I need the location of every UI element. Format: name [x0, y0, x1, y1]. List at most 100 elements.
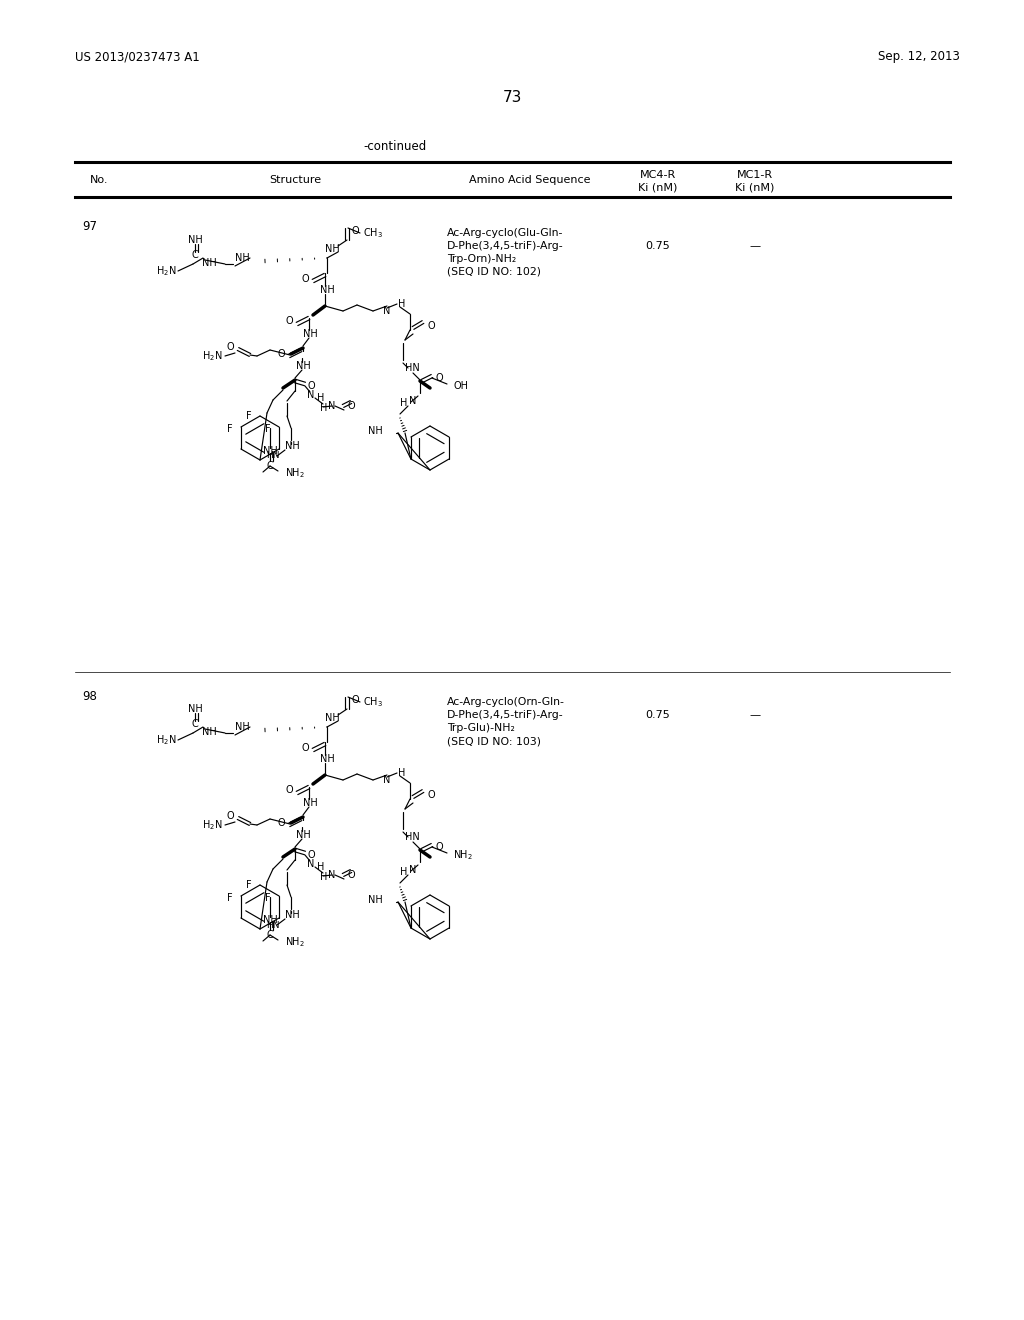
Text: C: C [266, 931, 273, 940]
Text: C: C [191, 719, 199, 729]
Text: NH: NH [369, 895, 383, 906]
Text: Ac-Arg-cyclo(Glu-Gln-: Ac-Arg-cyclo(Glu-Gln- [447, 228, 563, 238]
Text: N: N [383, 306, 391, 315]
Text: O: O [347, 870, 354, 880]
Text: Ki (nM): Ki (nM) [735, 182, 775, 191]
Text: NH: NH [236, 253, 250, 263]
Text: NH: NH [236, 722, 250, 733]
Text: O: O [286, 785, 293, 795]
Text: N: N [329, 401, 336, 411]
Text: HN: HN [406, 363, 420, 374]
Text: H: H [319, 873, 327, 882]
Text: NH: NH [262, 915, 278, 925]
Text: Trp-Glu)-NH₂: Trp-Glu)-NH₂ [447, 723, 515, 733]
Text: CH$_3$: CH$_3$ [362, 696, 383, 709]
Text: O: O [278, 818, 285, 828]
Text: H$_2$N: H$_2$N [202, 348, 222, 363]
Text: F: F [247, 880, 252, 890]
Text: NH: NH [303, 799, 317, 808]
Text: NH: NH [187, 235, 203, 246]
Text: NH$_2$: NH$_2$ [285, 935, 305, 949]
Text: 97: 97 [82, 220, 97, 234]
Text: 0.75: 0.75 [645, 242, 671, 251]
Text: MC4-R: MC4-R [640, 170, 676, 180]
Text: O: O [301, 743, 309, 752]
Text: N: N [329, 870, 336, 880]
Text: H$_2$N: H$_2$N [156, 264, 176, 279]
Text: HN: HN [406, 832, 420, 842]
Text: 98: 98 [82, 690, 97, 704]
Text: NH: NH [285, 441, 299, 451]
Text: F: F [227, 424, 232, 434]
Text: (SEQ ID NO: 102): (SEQ ID NO: 102) [447, 267, 541, 277]
Text: HN: HN [266, 920, 280, 929]
Text: O: O [307, 381, 314, 391]
Text: CH$_3$: CH$_3$ [362, 226, 383, 240]
Text: H: H [399, 399, 407, 408]
Text: F: F [227, 894, 232, 903]
Text: Amino Acid Sequence: Amino Acid Sequence [469, 176, 591, 185]
Text: N: N [383, 775, 391, 785]
Text: O: O [351, 696, 358, 705]
Text: D-Phe(3,4,5-triF)-Arg-: D-Phe(3,4,5-triF)-Arg- [447, 242, 563, 251]
Text: NH: NH [303, 329, 317, 339]
Text: D-Phe(3,4,5-triF)-Arg-: D-Phe(3,4,5-triF)-Arg- [447, 710, 563, 719]
Text: F: F [247, 411, 252, 421]
Text: -continued: -continued [364, 140, 427, 153]
Text: N: N [410, 396, 417, 407]
Text: NH$_2$: NH$_2$ [453, 849, 473, 862]
Text: Sep. 12, 2013: Sep. 12, 2013 [879, 50, 961, 63]
Text: O: O [301, 275, 309, 284]
Text: —: — [750, 242, 761, 251]
Text: N: N [410, 865, 417, 875]
Text: 0.75: 0.75 [645, 710, 671, 719]
Text: Structure: Structure [269, 176, 322, 185]
Text: OH: OH [453, 381, 468, 391]
Text: NH: NH [296, 830, 310, 840]
Text: No.: No. [90, 176, 109, 185]
Text: NH$_2$: NH$_2$ [285, 466, 305, 480]
Text: F: F [265, 894, 271, 903]
Text: N: N [307, 389, 314, 400]
Text: O: O [435, 842, 442, 851]
Text: (SEQ ID NO: 103): (SEQ ID NO: 103) [447, 737, 541, 746]
Text: NH: NH [325, 244, 339, 253]
Text: US 2013/0237473 A1: US 2013/0237473 A1 [75, 50, 200, 63]
Text: H: H [398, 768, 406, 777]
Text: C: C [266, 461, 273, 471]
Text: O: O [435, 374, 442, 383]
Text: H: H [399, 867, 407, 876]
Text: H$_2$N: H$_2$N [202, 818, 222, 832]
Text: Trp-Orn)-NH₂: Trp-Orn)-NH₂ [447, 253, 516, 264]
Text: H: H [319, 403, 327, 413]
Text: Ki (nM): Ki (nM) [638, 182, 678, 191]
Text: O: O [226, 342, 234, 352]
Text: O: O [427, 321, 434, 331]
Text: HN: HN [266, 451, 280, 461]
Text: NH: NH [369, 426, 383, 436]
Text: 73: 73 [503, 90, 521, 106]
Text: NH: NH [325, 713, 339, 723]
Text: O: O [226, 810, 234, 821]
Text: O: O [347, 401, 354, 411]
Text: Ac-Arg-cyclo(Orn-Gln-: Ac-Arg-cyclo(Orn-Gln- [447, 697, 565, 708]
Text: NH: NH [262, 446, 278, 455]
Text: MC1-R: MC1-R [737, 170, 773, 180]
Text: C: C [191, 249, 199, 260]
Text: O: O [351, 226, 358, 236]
Text: —: — [750, 710, 761, 719]
Text: NH: NH [319, 285, 335, 294]
Text: O: O [307, 850, 314, 861]
Text: NH: NH [296, 360, 310, 371]
Text: O: O [278, 348, 285, 359]
Text: NH: NH [203, 257, 217, 268]
Text: NH: NH [187, 704, 203, 714]
Text: NH: NH [285, 909, 299, 920]
Text: O: O [286, 315, 293, 326]
Text: F: F [265, 424, 271, 434]
Text: NH: NH [203, 727, 217, 737]
Text: H: H [317, 393, 325, 403]
Text: H$_2$N: H$_2$N [156, 733, 176, 747]
Text: H: H [317, 862, 325, 873]
Text: NH: NH [319, 754, 335, 764]
